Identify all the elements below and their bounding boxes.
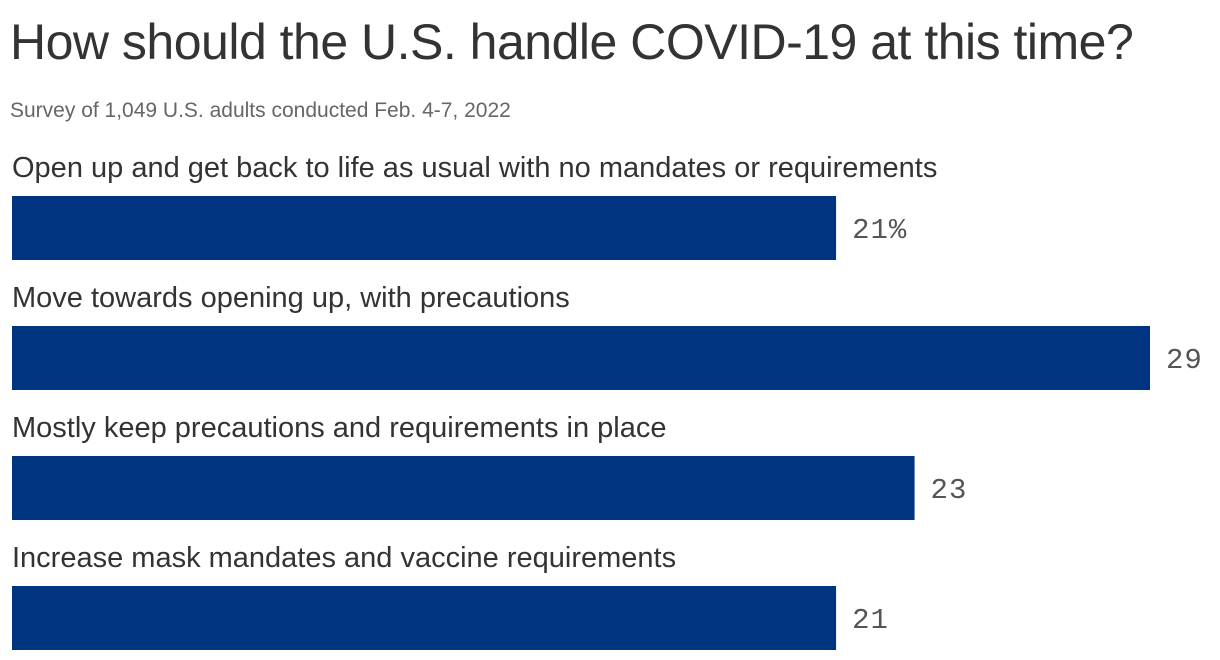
- value-label: 23: [931, 474, 968, 507]
- category-label: Mostly keep precautions and requirements…: [12, 412, 666, 444]
- chart-subtitle: Survey of 1,049 U.S. adults conducted Fe…: [10, 99, 511, 122]
- chart-title: How should the U.S. handle COVID-19 at t…: [10, 14, 1134, 70]
- bar: [12, 456, 915, 520]
- value-label: 21%: [852, 214, 907, 247]
- bar: [12, 586, 837, 650]
- value-label: 21: [852, 604, 889, 637]
- value-label: 29: [1166, 344, 1203, 377]
- bar: [12, 326, 1150, 390]
- category-label: Increase mask mandates and vaccine requi…: [12, 542, 676, 574]
- category-label: Open up and get back to life as usual wi…: [12, 152, 937, 184]
- bar: [12, 196, 837, 260]
- category-label: Move towards opening up, with precaution…: [12, 282, 570, 314]
